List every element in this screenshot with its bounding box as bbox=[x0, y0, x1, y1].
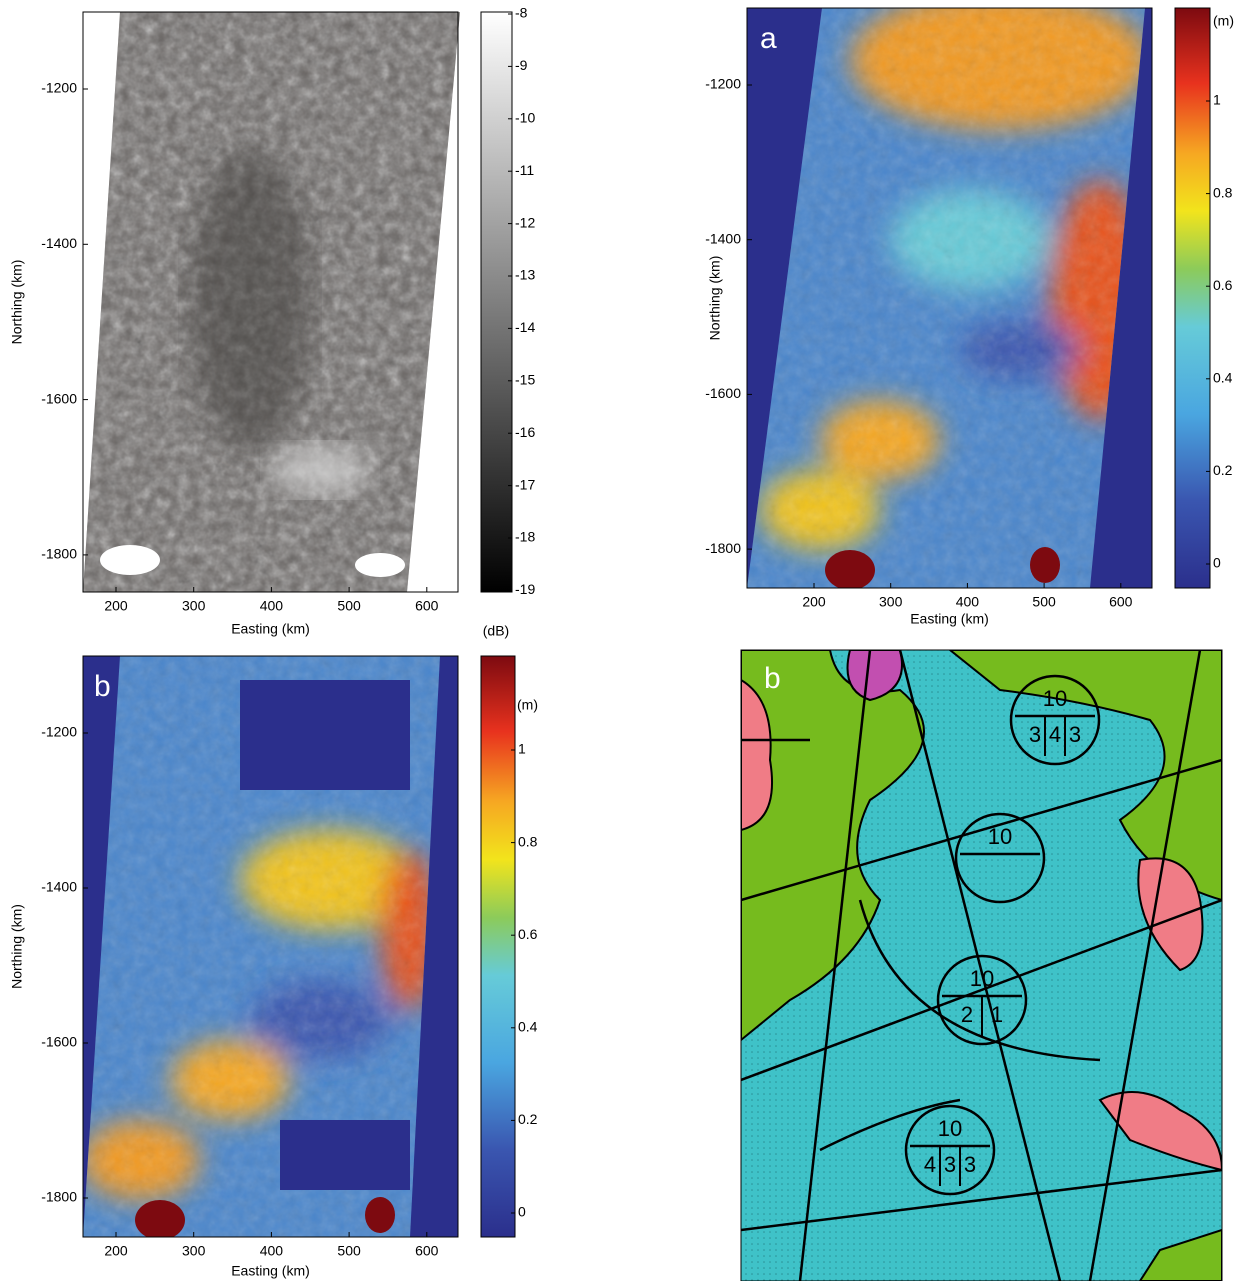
y-tick-label: -1800 bbox=[41, 1189, 77, 1205]
colorbar-tick-label: 0.6 bbox=[1213, 277, 1233, 293]
x-tick-label: 300 bbox=[182, 598, 206, 614]
sar-image bbox=[83, 12, 460, 592]
colorbar-tick-label: 0 bbox=[1213, 555, 1221, 571]
colorbar-tick-label: 0.4 bbox=[1213, 370, 1233, 386]
colorbar bbox=[481, 12, 512, 592]
colorbar-tick-label: 1 bbox=[518, 741, 526, 757]
x-tick-label: 200 bbox=[104, 598, 128, 614]
x-axis-label: Easting (km) bbox=[231, 621, 310, 637]
colorbar-tick-label: -17 bbox=[515, 476, 535, 492]
y-tick-label: -1600 bbox=[41, 1034, 77, 1050]
panel-label: b bbox=[94, 670, 111, 703]
egg-partial: 3 bbox=[1069, 722, 1081, 747]
egg-partial: 4 bbox=[924, 1152, 936, 1177]
colorbar-tick-label: 0.4 bbox=[518, 1019, 538, 1035]
y-tick-label: -1200 bbox=[41, 724, 77, 740]
colorbar-tick-label: -15 bbox=[515, 372, 535, 388]
colorbar-tick-label: 0.2 bbox=[1213, 462, 1233, 478]
y-axis-label: Northing (km) bbox=[707, 256, 723, 341]
y-tick-label: -1800 bbox=[705, 540, 741, 556]
colorbar-unit: (m) bbox=[517, 697, 538, 713]
x-tick-label: 300 bbox=[182, 1243, 206, 1259]
x-tick-label: 400 bbox=[956, 594, 980, 610]
x-axis-label: Easting (km) bbox=[910, 611, 989, 627]
colorbar-tick-label: -8 bbox=[515, 5, 528, 21]
y-tick-label: -1600 bbox=[41, 390, 77, 406]
colorbar-tick-label: -13 bbox=[515, 267, 535, 283]
figure: a200300400500600-1200-1400-1600-1800East… bbox=[0, 0, 1243, 1281]
x-tick-label: 200 bbox=[802, 594, 826, 610]
x-tick-label: 400 bbox=[260, 1243, 284, 1259]
colorbar-tick-label: 0.8 bbox=[1213, 184, 1233, 200]
x-tick-label: 300 bbox=[879, 594, 903, 610]
colorbar-tick-label: -10 bbox=[515, 110, 535, 126]
y-axis-label: Northing (km) bbox=[9, 260, 25, 345]
thickness-map bbox=[747, 0, 1152, 590]
colorbar-tick-label: -18 bbox=[515, 529, 535, 545]
egg-partial: 3 bbox=[964, 1152, 976, 1177]
x-tick-label: 600 bbox=[415, 1243, 439, 1259]
colorbar-tick-label: 0.8 bbox=[518, 833, 538, 849]
colorbar-unit: (m) bbox=[1213, 13, 1234, 29]
panel-label: b bbox=[764, 662, 781, 695]
colorbar bbox=[481, 656, 515, 1237]
y-axis-label: Northing (km) bbox=[9, 904, 25, 989]
egg-total: 10 bbox=[1043, 686, 1067, 711]
egg-partial: 3 bbox=[1029, 722, 1041, 747]
x-tick-label: 400 bbox=[260, 598, 284, 614]
egg-total: 10 bbox=[970, 966, 994, 991]
thickness-map bbox=[80, 656, 458, 1240]
colorbar-tick-label: -19 bbox=[515, 581, 535, 597]
y-tick-label: -1400 bbox=[41, 235, 77, 251]
panel-label: a bbox=[94, 26, 111, 59]
colorbar-tick-label: -11 bbox=[515, 162, 534, 178]
egg-partial: 3 bbox=[944, 1152, 956, 1177]
colorbar-tick-label: 0.6 bbox=[518, 926, 538, 942]
colorbar-tick-label: 0 bbox=[518, 1204, 526, 1220]
egg-partial: 2 bbox=[961, 1002, 973, 1027]
colorbar-tick-label: 1 bbox=[1213, 92, 1221, 108]
egg-total: 10 bbox=[938, 1116, 962, 1141]
x-tick-label: 600 bbox=[1109, 594, 1133, 610]
y-tick-label: -1400 bbox=[41, 879, 77, 895]
egg-total: 10 bbox=[988, 824, 1012, 849]
x-tick-label: 500 bbox=[1032, 594, 1056, 610]
x-tick-label: 200 bbox=[104, 1243, 128, 1259]
colorbar-tick-label: -16 bbox=[515, 424, 535, 440]
x-tick-label: 500 bbox=[337, 1243, 361, 1259]
y-tick-label: -1600 bbox=[705, 385, 741, 401]
y-tick-label: -1800 bbox=[41, 546, 77, 562]
egg-partial: 1 bbox=[991, 1002, 1003, 1027]
y-tick-label: -1200 bbox=[705, 76, 741, 92]
egg-partial: 4 bbox=[1049, 722, 1061, 747]
y-tick-label: -1200 bbox=[41, 80, 77, 96]
colorbar-tick-label: -12 bbox=[515, 214, 535, 230]
y-tick-label: -1400 bbox=[705, 230, 741, 246]
colorbar-tick-label: -9 bbox=[515, 57, 528, 73]
colorbar-tick-label: 0.2 bbox=[518, 1111, 538, 1127]
x-tick-label: 600 bbox=[415, 598, 439, 614]
x-tick-label: 500 bbox=[337, 598, 361, 614]
colorbar bbox=[1175, 8, 1210, 588]
colorbar-tick-label: -14 bbox=[515, 319, 535, 335]
x-axis-label: Easting (km) bbox=[231, 1263, 310, 1279]
colorbar-unit: (dB) bbox=[483, 623, 509, 639]
panel-label: a bbox=[760, 22, 777, 55]
